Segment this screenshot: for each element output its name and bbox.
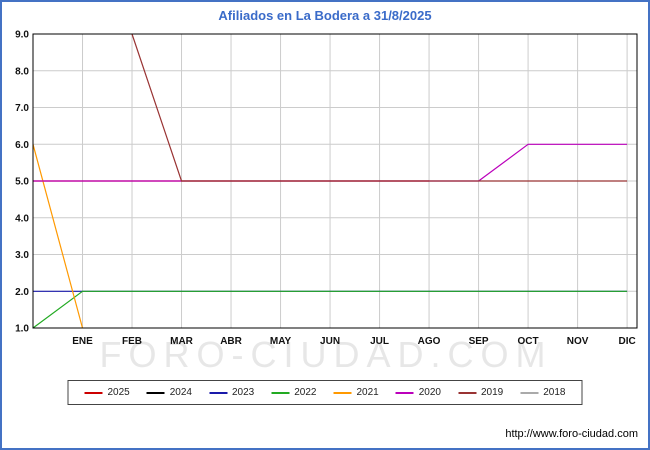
legend-swatch-2024 xyxy=(146,391,165,394)
series-line-2022 xyxy=(32,290,628,329)
legend-item-2019: 2019 xyxy=(458,387,503,398)
watermark: FORO-CIUDAD.COM xyxy=(99,334,553,375)
plot-border xyxy=(32,33,638,329)
legend-label-2025: 2025 xyxy=(107,387,130,398)
x-axis-label: JUN xyxy=(320,336,340,347)
line-chart: 1.0 2.0 3.0 4.0 5.0 6.0 7.0 8.0 9.0 ENE FEB MAR ABR M… xyxy=(15,30,638,347)
y-axis-label: 3.0 xyxy=(15,250,29,261)
legend-swatch-2023 xyxy=(209,391,227,394)
x-axis-label: ENE xyxy=(72,336,93,347)
legend-item-2024: 2024 xyxy=(146,387,192,398)
x-axis-label: AGO xyxy=(418,336,441,347)
x-axis-label: JUL xyxy=(370,336,389,347)
x-axis-label: DIC xyxy=(618,336,635,347)
y-axis-label: 1.0 xyxy=(15,324,29,335)
legend-label-2023: 2023 xyxy=(232,387,255,398)
legend-item-2021: 2021 xyxy=(333,387,379,398)
legend-label-2021: 2021 xyxy=(356,387,379,398)
legend: 2025 2024 2023 2022 2021 2020 2019 2018 xyxy=(67,380,583,405)
legend-swatch-2020 xyxy=(395,391,414,394)
legend-swatch-2018 xyxy=(520,391,539,394)
chart-area: 1.0 2.0 3.0 4.0 5.0 6.0 7.0 8.0 9.0 ENE FEB MAR ABR M… xyxy=(3,28,648,378)
x-axis-label: MAR xyxy=(170,336,194,347)
x-axis-label: MAY xyxy=(270,336,292,347)
series-line-2019 xyxy=(131,33,628,182)
footer-url[interactable]: http://www.foro-ciudad.com xyxy=(505,428,638,440)
y-axis-label: 4.0 xyxy=(15,213,29,224)
legend-item-2025: 2025 xyxy=(84,387,130,398)
y-axis-label: 8.0 xyxy=(15,66,29,77)
x-axis-label: OCT xyxy=(518,336,539,347)
series-line-2021 xyxy=(32,144,84,329)
y-axis-label: 9.0 xyxy=(15,30,29,41)
x-axis-label: NOV xyxy=(567,336,589,347)
legend-label-2019: 2019 xyxy=(481,387,504,398)
legend-swatch-2022 xyxy=(271,391,290,394)
legend-swatch-2025 xyxy=(84,391,103,394)
legend-swatch-2019 xyxy=(458,391,476,394)
legend-item-2022: 2022 xyxy=(271,387,317,398)
legend-swatch-2021 xyxy=(333,391,352,394)
legend-label-2022: 2022 xyxy=(294,387,317,398)
y-axis-label: 2.0 xyxy=(15,287,29,298)
y-axis-label: 6.0 xyxy=(15,140,29,151)
x-axis-label: FEB xyxy=(122,336,142,347)
legend-label-2020: 2020 xyxy=(418,387,441,398)
y-axis-label: 5.0 xyxy=(15,177,29,188)
chart-title: Afiliados en La Bodera a 31/8/2025 xyxy=(218,8,432,23)
x-axis-label: SEP xyxy=(469,336,489,347)
legend-item-2020: 2020 xyxy=(395,387,441,398)
legend-label-2024: 2024 xyxy=(169,387,192,398)
x-axis-label: ABR xyxy=(220,336,242,347)
legend-item-2018: 2018 xyxy=(520,387,566,398)
legend-label-2018: 2018 xyxy=(543,387,566,398)
legend-item-2023: 2023 xyxy=(209,387,254,398)
y-axis-label: 7.0 xyxy=(15,103,29,114)
